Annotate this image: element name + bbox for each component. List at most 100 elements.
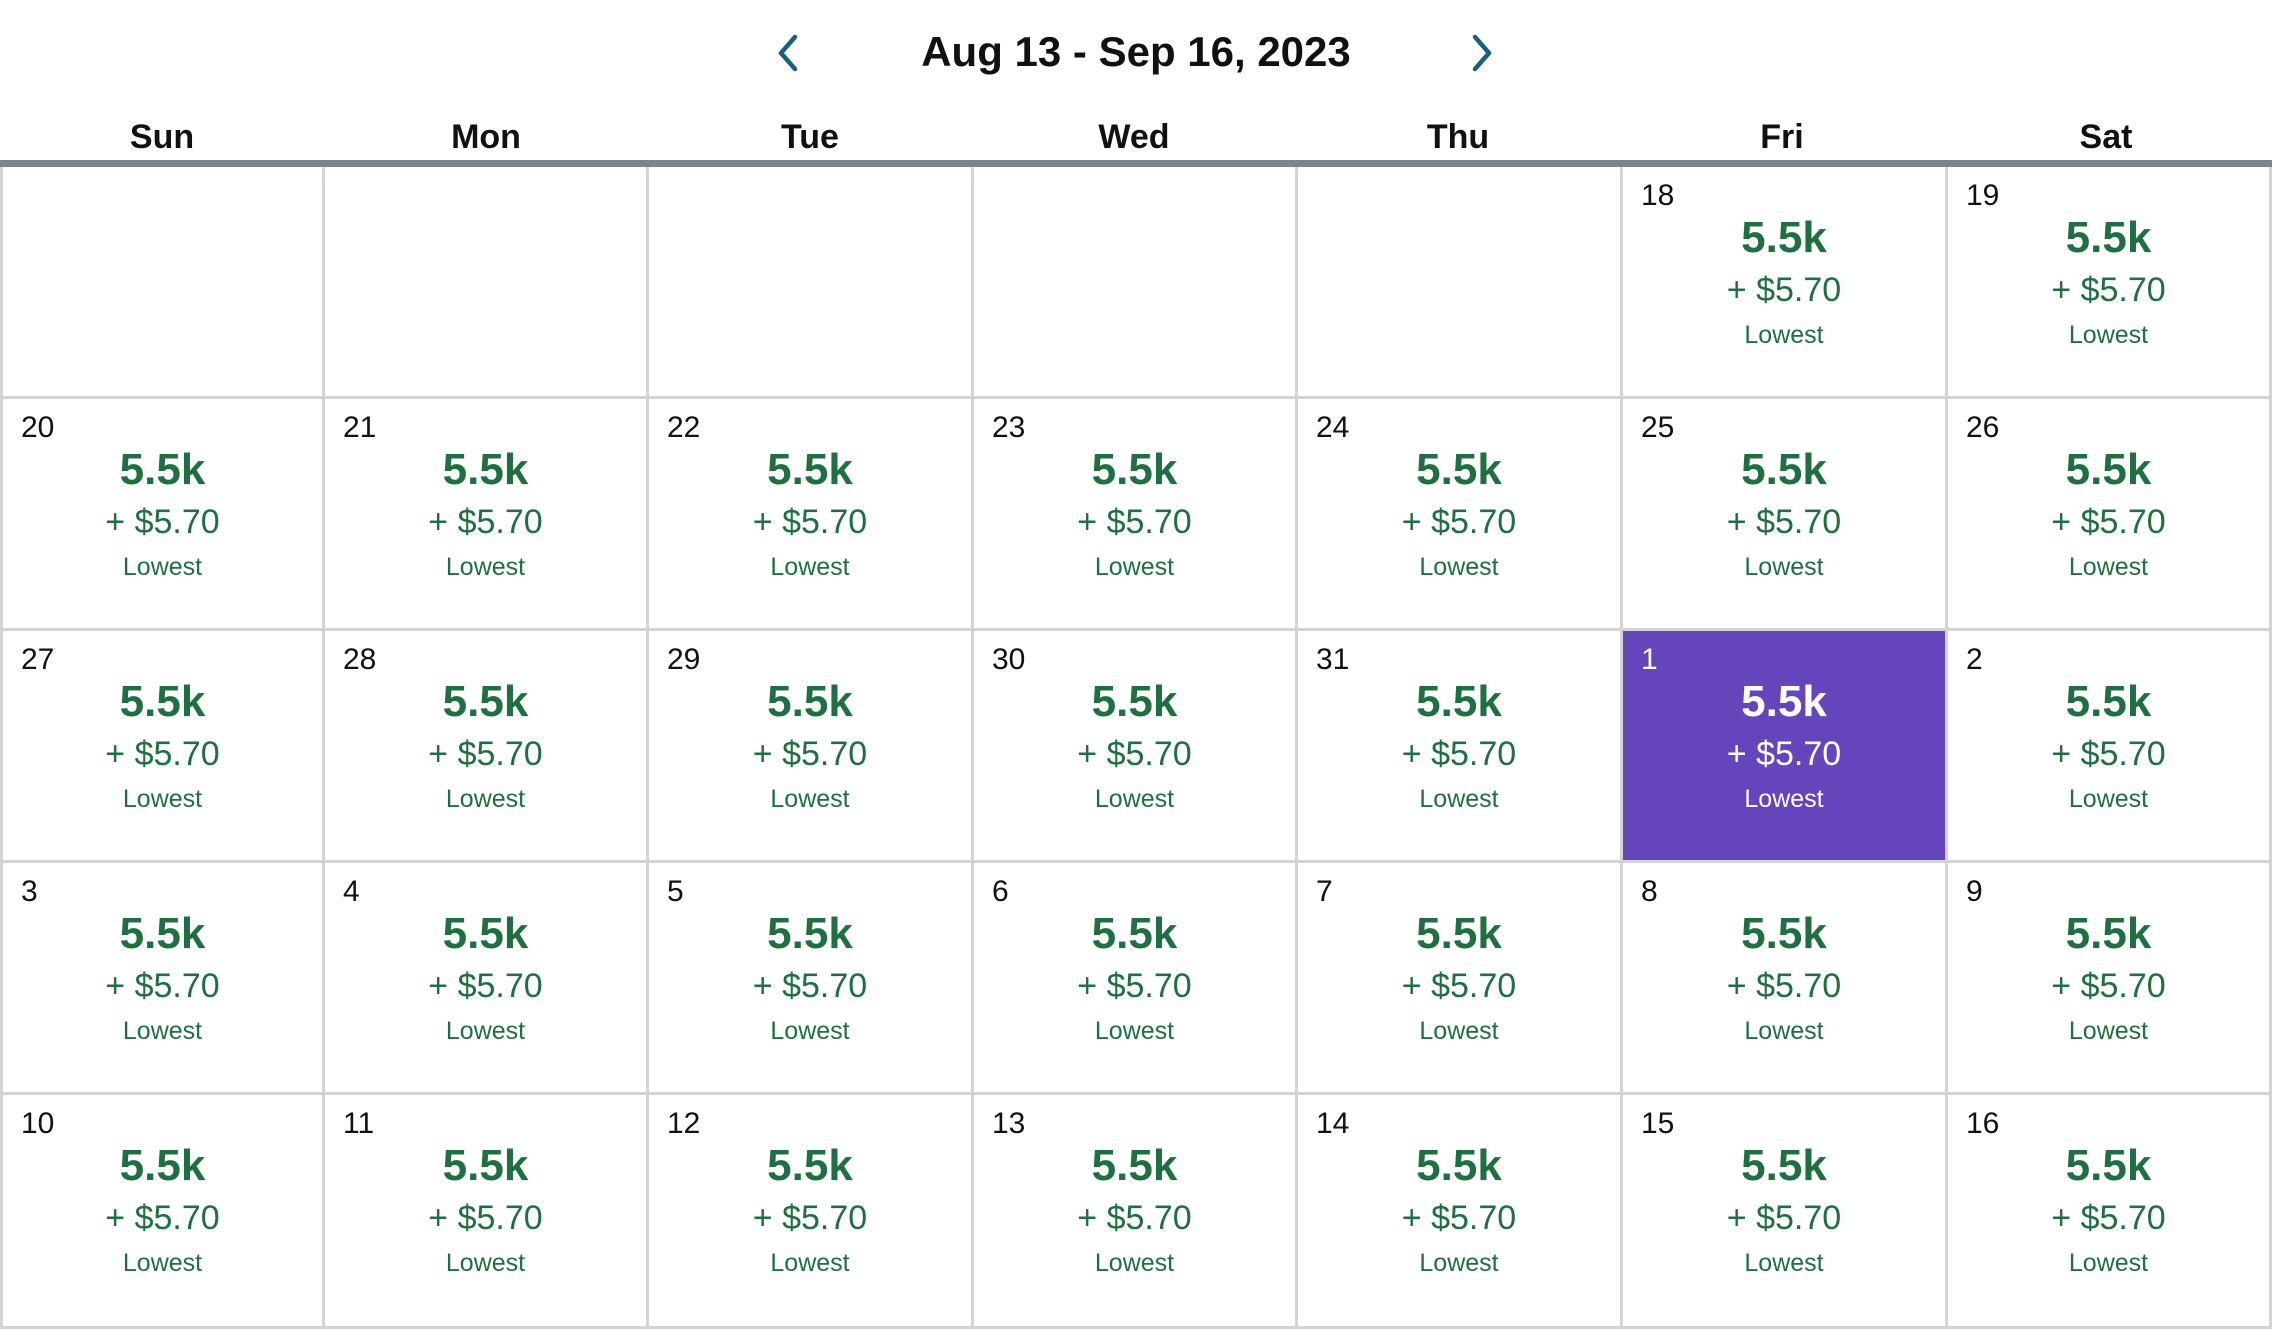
calendar-day-cell[interactable]: 14 5.5k + $5.70 Lowest [1298, 1095, 1623, 1329]
price-tag-label: Lowest [122, 785, 203, 813]
points-price: 5.5k [767, 909, 853, 958]
points-price: 5.5k [767, 677, 853, 726]
calendar-day-cell[interactable]: 16 5.5k + $5.70 Lowest [1948, 1095, 2272, 1329]
calendar-day-cell[interactable]: 5 5.5k + $5.70 Lowest [649, 863, 974, 1095]
calendar-day-cell[interactable]: 25 5.5k + $5.70 Lowest [1623, 399, 1948, 631]
price-tag-label: Lowest [445, 785, 526, 813]
weekday-sun: Sun [129, 118, 195, 156]
empty-day-cell [649, 167, 974, 399]
price-tag-label: Lowest [122, 1017, 203, 1045]
calendar-day-cell[interactable]: 6 5.5k + $5.70 Lowest [974, 863, 1298, 1095]
cash-fee: + $5.70 [752, 1199, 868, 1237]
points-price: 5.5k [119, 1141, 206, 1190]
weekday-header: Sun Mon Tue Wed Thu Fri Sat [0, 112, 2272, 162]
calendar-day-cell[interactable]: 8 5.5k + $5.70 Lowest [1623, 863, 1948, 1095]
calendar-day-cell[interactable]: 27 5.5k + $5.70 Lowest [0, 631, 325, 863]
cash-fee: + $5.70 [2051, 271, 2166, 309]
price-tag-label: Lowest [122, 1249, 203, 1277]
cash-fee: + $5.70 [752, 967, 868, 1005]
day-number: 16 [1966, 1107, 2000, 1140]
calendar-day-cell[interactable]: 19 5.5k + $5.70 Lowest [1948, 167, 2272, 399]
calendar-day-cell[interactable]: 10 5.5k + $5.70 Lowest [0, 1095, 325, 1329]
calendar-day-cell[interactable]: 3 5.5k + $5.70 Lowest [0, 863, 325, 1095]
price-tag-label: Lowest [1094, 785, 1175, 813]
cash-fee: + $5.70 [2051, 503, 2166, 541]
calendar-day-cell[interactable]: 22 5.5k + $5.70 Lowest [649, 399, 974, 631]
calendar-day-cell[interactable]: 31 5.5k + $5.70 Lowest [1298, 631, 1623, 863]
calendar-day-cell[interactable]: 11 5.5k + $5.70 Lowest [325, 1095, 649, 1329]
day-number: 5 [667, 875, 684, 908]
day-number: 1 [1641, 643, 1658, 676]
cash-fee: + $5.70 [752, 735, 868, 773]
calendar-day-cell[interactable]: 12 5.5k + $5.70 Lowest [649, 1095, 974, 1329]
day-number: 3 [21, 875, 38, 908]
day-number: 31 [1316, 643, 1350, 676]
day-number: 14 [1316, 1107, 1350, 1140]
points-price: 5.5k [442, 1141, 529, 1190]
weekday-wed: Wed [1098, 118, 1170, 156]
previous-range-button[interactable] [763, 28, 813, 78]
calendar-day-cell[interactable]: 28 5.5k + $5.70 Lowest [325, 631, 649, 863]
calendar-day-cell[interactable]: 20 5.5k + $5.70 Lowest [0, 399, 325, 631]
calendar-day-cell[interactable]: 18 5.5k + $5.70 Lowest [1623, 167, 1948, 399]
day-number: 25 [1641, 411, 1675, 444]
price-tag-label: Lowest [770, 1249, 850, 1277]
date-range-title: Aug 13 - Sep 16, 2023 [921, 28, 1351, 75]
cash-fee: + $5.70 [1077, 735, 1192, 773]
empty-day-cell [974, 167, 1298, 399]
day-number: 6 [992, 875, 1009, 908]
price-tag-label: Lowest [1744, 1017, 1824, 1045]
calendar-day-cell[interactable]: 15 5.5k + $5.70 Lowest [1623, 1095, 1948, 1329]
cash-fee: + $5.70 [105, 503, 220, 541]
points-price: 5.5k [1091, 677, 1178, 726]
calendar-day-cell[interactable]: 21 5.5k + $5.70 Lowest [325, 399, 649, 631]
cash-fee: + $5.70 [752, 503, 868, 541]
day-number: 23 [992, 411, 1026, 444]
cash-fee: + $5.70 [2051, 1199, 2166, 1237]
calendar-day-cell[interactable]: 4 5.5k + $5.70 Lowest [325, 863, 649, 1095]
calendar-day-cell[interactable]: 24 5.5k + $5.70 Lowest [1298, 399, 1623, 631]
day-number: 9 [1966, 875, 1983, 908]
points-price: 5.5k [1091, 445, 1178, 494]
chevron-right-icon [1472, 34, 1492, 72]
calendar-day-cell[interactable]: 2 5.5k + $5.70 Lowest [1948, 631, 2272, 863]
calendar-day-cell[interactable]: 30 5.5k + $5.70 Lowest [974, 631, 1298, 863]
day-number: 18 [1641, 179, 1675, 212]
points-price: 5.5k [1091, 909, 1178, 958]
points-price: 5.5k [767, 445, 853, 494]
price-tag-label: Lowest [770, 553, 850, 581]
points-price: 5.5k [1416, 677, 1502, 726]
points-price: 5.5k [1416, 1141, 1502, 1190]
next-range-button[interactable] [1457, 28, 1507, 78]
day-number: 7 [1316, 875, 1333, 908]
calendar-day-cell[interactable]: 9 5.5k + $5.70 Lowest [1948, 863, 2272, 1095]
price-tag-label: Lowest [2068, 1249, 2149, 1277]
price-tag-label: Lowest [445, 553, 526, 581]
calendar-day-cell[interactable]: 23 5.5k + $5.70 Lowest [974, 399, 1298, 631]
price-tag-label: Lowest [1419, 1017, 1499, 1045]
price-tag-label: Lowest [2068, 321, 2149, 349]
price-tag-label: Lowest [1419, 785, 1499, 813]
points-price: 5.5k [2065, 1141, 2152, 1190]
calendar-day-cell[interactable]: 13 5.5k + $5.70 Lowest [974, 1095, 1298, 1329]
empty-day-cell [1298, 167, 1623, 399]
calendar-day-cell[interactable]: 26 5.5k + $5.70 Lowest [1948, 399, 2272, 631]
day-number: 28 [343, 643, 377, 676]
points-price: 5.5k [1741, 445, 1827, 494]
weekday-thu: Thu [1426, 118, 1490, 156]
price-tag-label: Lowest [1744, 1249, 1824, 1277]
points-price: 5.5k [1416, 909, 1502, 958]
calendar-day-cell[interactable]: 29 5.5k + $5.70 Lowest [649, 631, 974, 863]
price-tag-label: Lowest [770, 1017, 850, 1045]
price-tag-label: Lowest [1744, 321, 1824, 349]
cash-fee: + $5.70 [1726, 1199, 1842, 1237]
calendar-day-cell[interactable]: 1 5.5k + $5.70 Lowest [1623, 631, 1948, 863]
price-tag-label: Lowest [1419, 553, 1499, 581]
points-price: 5.5k [119, 677, 206, 726]
calendar-day-cell[interactable]: 7 5.5k + $5.70 Lowest [1298, 863, 1623, 1095]
price-tag-label: Lowest [2068, 785, 2149, 813]
cash-fee: + $5.70 [105, 967, 220, 1005]
cash-fee: + $5.70 [1077, 967, 1192, 1005]
cash-fee: + $5.70 [1401, 503, 1517, 541]
points-price: 5.5k [442, 677, 529, 726]
